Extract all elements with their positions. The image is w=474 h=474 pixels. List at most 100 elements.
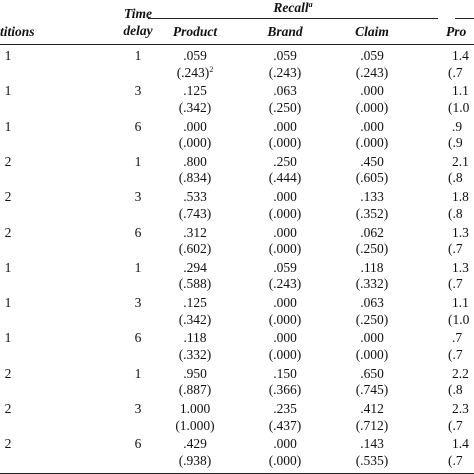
cell: 6 — [134, 224, 142, 240]
mean-cell: .059 — [273, 48, 297, 64]
mean-value: .000 — [273, 118, 297, 134]
mean-value: .950 — [183, 365, 207, 381]
cell: 6 — [134, 118, 142, 134]
mean-cell: 2.3 — [452, 401, 469, 416]
sd-cell: (.243) — [269, 65, 302, 81]
mean-cell: 1.1 — [452, 83, 469, 99]
sd-value: (.250) — [355, 241, 389, 256]
sd-cell: (.712) — [356, 418, 389, 434]
sd-cell: (.588) — [179, 276, 212, 292]
sd-cell: (.000) — [356, 135, 389, 151]
column-header: Time — [124, 6, 152, 21]
mean-value: .125 — [183, 295, 207, 311]
mean-cell: 1.1 — [452, 295, 469, 311]
mean-value: .059 — [273, 259, 297, 275]
column-header: titions — [0, 24, 35, 39]
mean-value: .000 — [183, 118, 207, 134]
sd-cell: (.250) — [356, 312, 389, 328]
mean-value: .143 — [360, 436, 384, 452]
mean-cell: .059 — [183, 48, 207, 64]
mean-cell: .150 — [273, 366, 297, 382]
mean-value: .000 — [360, 330, 384, 346]
sd-cell: (.000) — [269, 241, 302, 257]
sd-cell: (.437) — [269, 418, 302, 434]
mean-value: .125 — [183, 83, 207, 99]
sd-cell: (.444) — [269, 170, 302, 186]
sd-cell: (.332) — [356, 276, 389, 292]
sd-value: (.000) — [268, 205, 302, 221]
mean-cell: .000 — [360, 330, 384, 346]
sd-cell: (.7 — [448, 452, 463, 468]
mean-value: .294 — [183, 259, 207, 275]
sd-cell: (.000) — [269, 206, 302, 222]
mean-cell: .235 — [273, 401, 297, 417]
cell: 1 — [134, 259, 142, 275]
mean-cell: 1.3 — [452, 259, 469, 275]
sd-cell: (.000) — [269, 453, 302, 469]
column-header: Claim — [355, 24, 389, 39]
sd-value: (.745) — [355, 382, 389, 398]
sd-cell: (.9 — [448, 135, 463, 151]
mean-value: .312 — [183, 224, 207, 240]
sd-value: (.887) — [178, 382, 212, 398]
sd-value: (.000) — [268, 346, 302, 362]
mean-cell: .059 — [273, 260, 297, 276]
sd-cell: (.250) — [269, 100, 302, 116]
mean-cell: .9 — [452, 118, 463, 134]
sd-value: (.000) — [355, 99, 389, 115]
sd-cell: (.243) — [269, 276, 302, 292]
mean-value: .000 — [273, 436, 297, 452]
sd-cell: (.000) — [356, 347, 389, 363]
mean-cell: 1.4 — [452, 436, 469, 452]
group-rule — [148, 18, 438, 19]
mean-value: .533 — [183, 189, 207, 205]
mean-cell: .000 — [273, 225, 297, 241]
cell: 1 — [134, 153, 142, 169]
mean-cell: .000 — [360, 83, 384, 99]
sd-cell: (.745) — [356, 382, 389, 398]
mean-cell: .000 — [273, 189, 297, 205]
sd-cell: (.535) — [356, 453, 389, 469]
mean-value: .062 — [360, 224, 384, 240]
sd-value: (.352) — [355, 205, 389, 221]
mean-value: .118 — [183, 330, 207, 346]
cell: 2 — [4, 153, 12, 169]
mean-value: .000 — [360, 83, 384, 99]
mean-cell: .000 — [360, 119, 384, 135]
sd-cell: (.250) — [356, 241, 389, 257]
sd-cell: (.243) — [356, 65, 389, 81]
mean-value: .650 — [360, 365, 384, 381]
mean-cell: 1.4 — [452, 48, 469, 63]
mean-value: .429 — [183, 436, 207, 452]
sd-cell: (.7 — [448, 241, 463, 256]
sd-cell: (.342) — [179, 312, 212, 328]
sd-cell: (.000) — [269, 312, 302, 328]
group-label: Recall — [273, 0, 309, 15]
sd-value: (.605) — [355, 170, 389, 186]
cell: 1 — [4, 259, 12, 275]
mean-cell: .062 — [360, 225, 384, 241]
sd-cell: (.332) — [179, 347, 212, 363]
sd-value: (.535) — [355, 452, 389, 468]
mean-cell: .000 — [273, 436, 297, 452]
sd-cell: (.8 — [448, 382, 463, 398]
mean-value: .000 — [273, 224, 297, 240]
mean-cell: .125 — [183, 295, 207, 311]
sd-value: (.834) — [178, 170, 212, 186]
mean-cell: .063 — [360, 295, 384, 311]
sd-cell: (1.000) — [175, 418, 214, 434]
sd-cell: (.366) — [269, 382, 302, 398]
sd-cell: (.743) — [179, 206, 212, 222]
sd-value: (.444) — [268, 170, 302, 186]
sd-value: (1.000) — [175, 417, 215, 433]
group-header: Recalla — [273, 0, 312, 16]
mean-value: .150 — [273, 365, 297, 381]
sd-cell: (1.0 — [448, 311, 470, 327]
mean-value: .059 — [360, 48, 384, 63]
sd-value: (.000) — [268, 452, 302, 468]
sd-cell: (.938) — [179, 453, 212, 469]
cell: 1 — [4, 330, 12, 346]
sd-value: (.000) — [268, 241, 302, 256]
mean-cell: .294 — [183, 260, 207, 276]
mean-cell: .312 — [183, 225, 207, 241]
